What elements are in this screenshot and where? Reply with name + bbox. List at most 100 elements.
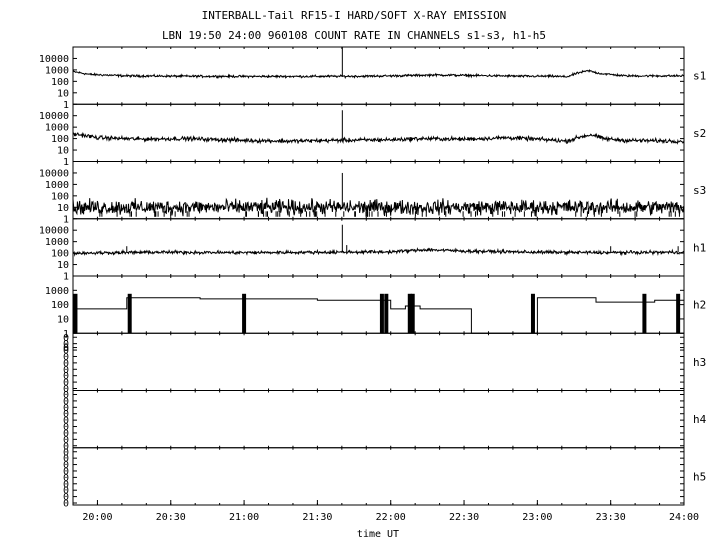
channel-label-h1: h1 bbox=[693, 241, 706, 254]
y-tick-label-h3: 0 bbox=[63, 346, 69, 357]
dropout-h2 bbox=[530, 293, 535, 334]
panel-frame-h5 bbox=[72, 447, 685, 506]
y-tick-label-s1: 100 bbox=[51, 77, 69, 88]
y-tick-label-h1: 10000 bbox=[39, 226, 69, 237]
y-tick-label-s3: 10 bbox=[57, 203, 69, 214]
dropout-h2 bbox=[410, 293, 415, 334]
y-tick-label-h5: 0 bbox=[63, 479, 69, 490]
dropout-h2 bbox=[379, 293, 384, 334]
y-tick-label-h3: 0 bbox=[63, 384, 69, 395]
channel-label-h2: h2 bbox=[693, 299, 706, 312]
panel-frame-h1 bbox=[72, 218, 685, 277]
x-tick-label: 23:30 bbox=[596, 512, 626, 523]
y-tick-label-h4: 0 bbox=[63, 409, 69, 420]
y-tick-label-h3: 0 bbox=[63, 365, 69, 376]
y-tick-label-h4: 0 bbox=[63, 403, 69, 414]
y-tick-label-h3: 0 bbox=[63, 358, 69, 369]
dropout-h2 bbox=[242, 293, 247, 334]
y-tick-label-h2: 100 bbox=[51, 300, 69, 311]
y-tick-label-h4: 0 bbox=[63, 390, 69, 401]
dropout-h2 bbox=[127, 293, 132, 334]
y-tick-label-h4: 0 bbox=[63, 428, 69, 439]
series-h2 bbox=[73, 297, 684, 334]
panel-frame-h3 bbox=[72, 332, 685, 391]
x-tick-label: 21:30 bbox=[302, 512, 332, 523]
dropout-h2 bbox=[384, 293, 389, 334]
y-tick-label-h5: 0 bbox=[63, 492, 69, 503]
y-tick-label-s2: 10 bbox=[57, 146, 69, 157]
x-tick-label: 22:30 bbox=[449, 512, 479, 523]
series-s3 bbox=[72, 197, 685, 217]
x-tick-label: 23:00 bbox=[522, 512, 552, 523]
x-axis-label: time UT bbox=[357, 529, 399, 540]
y-tick-label-h2: 10 bbox=[57, 314, 69, 325]
dropout-h2 bbox=[407, 293, 412, 334]
y-tick-label-h1: 1 bbox=[63, 272, 69, 283]
channel-label-s1: s1 bbox=[693, 70, 706, 83]
y-tick-label-h5: 0 bbox=[63, 460, 69, 471]
y-tick-label-s2: 10000 bbox=[39, 111, 69, 122]
y-tick-label-s3: 1 bbox=[63, 214, 69, 225]
y-tick-label-h5: 0 bbox=[63, 454, 69, 465]
y-tick-label-h2: 1 bbox=[63, 329, 69, 340]
y-tick-label-s3: 10000 bbox=[39, 168, 69, 179]
channel-label-s3: s3 bbox=[693, 184, 706, 197]
y-tick-label-h4: 0 bbox=[63, 396, 69, 407]
y-tick-label-h2: 0 bbox=[63, 343, 69, 354]
x-tick-label: 21:00 bbox=[229, 512, 259, 523]
channel-label-h5: h5 bbox=[693, 470, 706, 483]
x-tick-label: 24:00 bbox=[669, 512, 699, 523]
y-tick-label-s1: 10000 bbox=[39, 54, 69, 65]
x-tick-label: 20:00 bbox=[82, 512, 112, 523]
y-tick-label-h3: 0 bbox=[63, 352, 69, 363]
channel-label-h4: h4 bbox=[693, 413, 707, 426]
y-tick-label-h5: 0 bbox=[63, 473, 69, 484]
y-tick-label-h5: 0 bbox=[63, 486, 69, 497]
series-s1 bbox=[72, 69, 685, 80]
y-tick-label-h1: 100 bbox=[51, 249, 69, 260]
y-tick-label-s1: 10 bbox=[57, 88, 69, 99]
y-tick-label-h3: 0 bbox=[63, 371, 69, 382]
panels-group: s1100001000100101s2100001000100101s31000… bbox=[39, 46, 707, 510]
y-tick-label-h1: 10 bbox=[57, 260, 69, 271]
dropout-h2 bbox=[642, 293, 647, 334]
y-tick-label-h4: 0 bbox=[63, 435, 69, 446]
channel-label-s2: s2 bbox=[693, 127, 706, 140]
dropout-h2 bbox=[73, 293, 78, 334]
time-axis: 20:00 20:30 21:00 21:30 22:00 22:30 23:00 23:30… bbox=[82, 500, 699, 523]
x-tick-label: 22:00 bbox=[376, 512, 406, 523]
panel-frame-s2 bbox=[72, 103, 685, 162]
y-tick-label-h5: 0 bbox=[63, 466, 69, 477]
y-tick-label-s2: 1 bbox=[63, 157, 69, 168]
y-tick-label-h1: 1000 bbox=[45, 237, 69, 248]
panel-frame-h2 bbox=[72, 275, 685, 334]
y-tick-label-s3: 1000 bbox=[45, 180, 69, 191]
x-tick-label: 20:30 bbox=[156, 512, 186, 523]
panel-frame-h4 bbox=[72, 390, 685, 449]
chart-subtitle: LBN 19:50 24:00 960108 COUNT RATE IN CHA… bbox=[162, 29, 546, 42]
chart-title: INTERBALL-Tail RF15-I HARD/SOFT X-RAY EM… bbox=[202, 9, 507, 22]
y-tick-label-s1: 1000 bbox=[45, 65, 69, 76]
y-tick-label-h4: 0 bbox=[63, 416, 69, 427]
y-tick-label-s1: 1 bbox=[63, 100, 69, 111]
series-h1 bbox=[72, 247, 685, 257]
y-tick-label-h3: 0 bbox=[63, 333, 69, 344]
y-tick-label-s2: 1000 bbox=[45, 123, 69, 134]
y-tick-label-h4: 0 bbox=[63, 441, 69, 452]
y-tick-label-h2: 1000 bbox=[45, 286, 69, 297]
series-s2 bbox=[72, 131, 685, 145]
y-tick-label-h3: 0 bbox=[63, 378, 69, 389]
y-tick-label-h5: 0 bbox=[63, 447, 69, 458]
y-tick-label-s2: 100 bbox=[51, 134, 69, 145]
y-tick-label-h5: 0 bbox=[63, 499, 69, 510]
y-tick-label-h4: 0 bbox=[63, 422, 69, 433]
y-tick-label-h3: 0 bbox=[63, 339, 69, 350]
